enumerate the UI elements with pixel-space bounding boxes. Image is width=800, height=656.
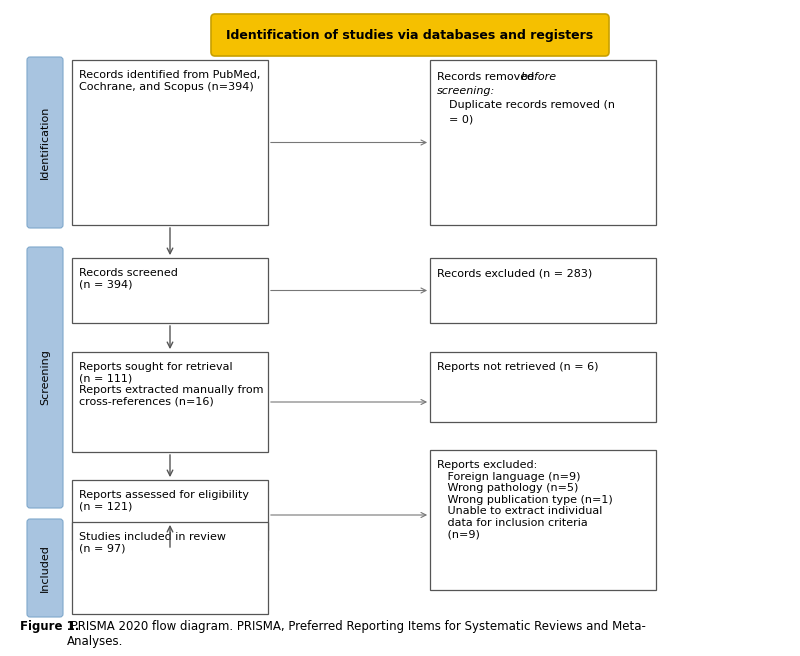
FancyBboxPatch shape	[72, 258, 268, 323]
Text: Reports assessed for eligibility
(n = 121): Reports assessed for eligibility (n = 12…	[79, 490, 249, 512]
FancyBboxPatch shape	[27, 247, 63, 508]
FancyBboxPatch shape	[72, 480, 268, 550]
FancyBboxPatch shape	[430, 450, 656, 590]
Text: Reports sought for retrieval
(n = 111)
Reports extracted manually from
cross-ref: Reports sought for retrieval (n = 111) R…	[79, 362, 263, 407]
Text: = 0): = 0)	[449, 114, 474, 124]
FancyBboxPatch shape	[27, 57, 63, 228]
Text: Records identified from PubMed,
Cochrane, and Scopus (n=394): Records identified from PubMed, Cochrane…	[79, 70, 260, 92]
Text: Figure 1.: Figure 1.	[20, 620, 79, 633]
Text: Reports not retrieved (n = 6): Reports not retrieved (n = 6)	[437, 362, 598, 372]
Text: Duplicate records removed (n: Duplicate records removed (n	[449, 100, 615, 110]
Text: PRISMA 2020 flow diagram. PRISMA, Preferred Reporting Items for Systematic Revie: PRISMA 2020 flow diagram. PRISMA, Prefer…	[67, 620, 646, 648]
Text: Records screened
(n = 394): Records screened (n = 394)	[79, 268, 178, 289]
Text: Identification: Identification	[40, 106, 50, 179]
Text: Reports excluded:
   Foreign language (n=9)
   Wrong pathology (n=5)
   Wrong pu: Reports excluded: Foreign language (n=9)…	[437, 460, 613, 540]
Text: Records removed: Records removed	[437, 72, 538, 82]
Text: before: before	[520, 72, 556, 82]
Text: Screening: Screening	[40, 350, 50, 405]
Text: Records excluded (n = 283): Records excluded (n = 283)	[437, 268, 592, 278]
Text: Identification of studies via databases and registers: Identification of studies via databases …	[226, 28, 594, 41]
Text: Studies included in review
(n = 97): Studies included in review (n = 97)	[79, 532, 226, 554]
FancyBboxPatch shape	[430, 60, 656, 225]
FancyBboxPatch shape	[211, 14, 609, 56]
FancyBboxPatch shape	[72, 352, 268, 452]
FancyBboxPatch shape	[430, 352, 656, 422]
FancyBboxPatch shape	[430, 258, 656, 323]
Text: screening:: screening:	[437, 86, 495, 96]
FancyBboxPatch shape	[27, 519, 63, 617]
Text: Included: Included	[40, 544, 50, 592]
FancyBboxPatch shape	[72, 60, 268, 225]
FancyBboxPatch shape	[72, 522, 268, 614]
